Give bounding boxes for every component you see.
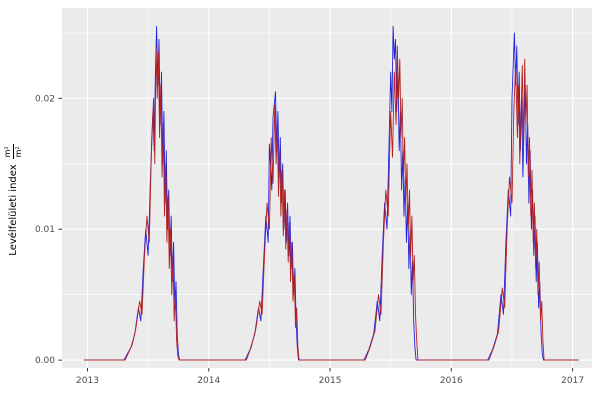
x-tick-label: 2013: [76, 376, 99, 386]
y-tick-label: 0.00: [35, 356, 55, 366]
y-tick-label: 0.01: [35, 225, 55, 235]
y-tick-label: 0.02: [35, 94, 55, 104]
x-tick-label: 2015: [319, 376, 342, 386]
x-tick-label: 2016: [440, 376, 463, 386]
line-series-dark-red: [83, 45, 579, 361]
x-tick-label: 2017: [561, 376, 584, 386]
x-tick-label: 2014: [197, 376, 220, 386]
